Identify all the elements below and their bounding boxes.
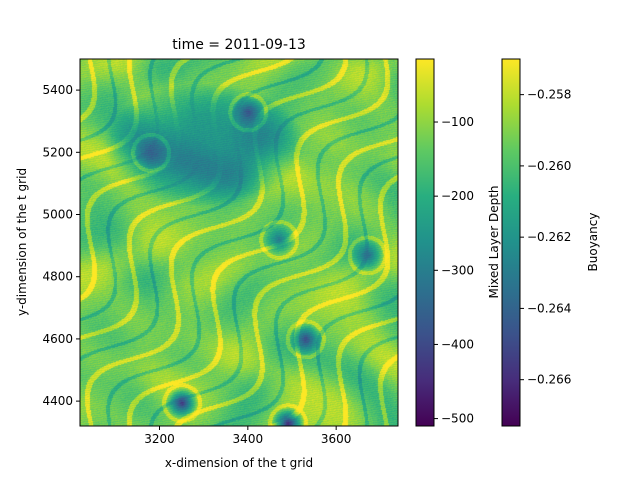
plot-frame [79, 58, 399, 427]
colorbar-tick-label: −0.264 [527, 301, 571, 315]
colorbar-buoyancy-ticks: −0.258 −0.260 −0.262 −0.264 −0.266 [520, 88, 571, 387]
colorbar-tick-label: −400 [441, 337, 474, 351]
x-axis-label: x-dimension of the t grid [165, 456, 313, 470]
colorbar-tick-label: −300 [441, 263, 474, 277]
x-tick-label: 3200 [144, 432, 175, 446]
colorbar-mld-frame [415, 58, 435, 427]
colorbar-tick-label: −0.266 [527, 373, 571, 387]
heatmap-image [80, 59, 398, 426]
x-axis-ticks: 3200 3400 3600 [144, 426, 351, 446]
colorbar-mld-gradient [416, 59, 434, 426]
colorbar-mixed-layer-depth: −100 −200 −300 −400 −500 Mixed Layer Depth [415, 58, 501, 427]
colorbar-mld-label: Mixed Layer Depth [487, 185, 501, 298]
y-axis-ticks: 4400 4600 4800 5000 5200 5400 [42, 83, 80, 408]
y-axis-label: y-dimension of the t grid [15, 168, 29, 316]
colorbar-tick-label: −500 [441, 412, 474, 426]
colorbar-buoyancy: −0.258 −0.260 −0.262 −0.264 −0.266 Buoyancy [501, 58, 600, 427]
y-tick-label: 4600 [42, 332, 73, 346]
colorbar-tick-label: −0.262 [527, 230, 571, 244]
y-tick-label: 4400 [42, 394, 73, 408]
colorbar-mld-ticks: −100 −200 −300 −400 −500 [434, 115, 474, 426]
y-tick-label: 5000 [42, 208, 73, 222]
x-tick-label: 3400 [233, 432, 264, 446]
heatmap-plot [79, 58, 399, 427]
y-tick-label: 5400 [42, 83, 73, 97]
colorbar-buoyancy-frame [501, 58, 521, 427]
y-tick-label: 5200 [42, 145, 73, 159]
colorbar-tick-label: −0.260 [527, 159, 571, 173]
colorbar-buoyancy-gradient [502, 59, 520, 426]
chart-title: time = 2011-09-13 [172, 37, 306, 53]
x-tick-label: 3600 [321, 432, 352, 446]
colorbar-buoyancy-label: Buoyancy [586, 213, 600, 272]
colorbar-tick-label: −0.258 [527, 88, 571, 102]
colorbar-tick-label: −100 [441, 115, 474, 129]
y-tick-label: 4800 [42, 270, 73, 284]
colorbar-tick-label: −200 [441, 189, 474, 203]
